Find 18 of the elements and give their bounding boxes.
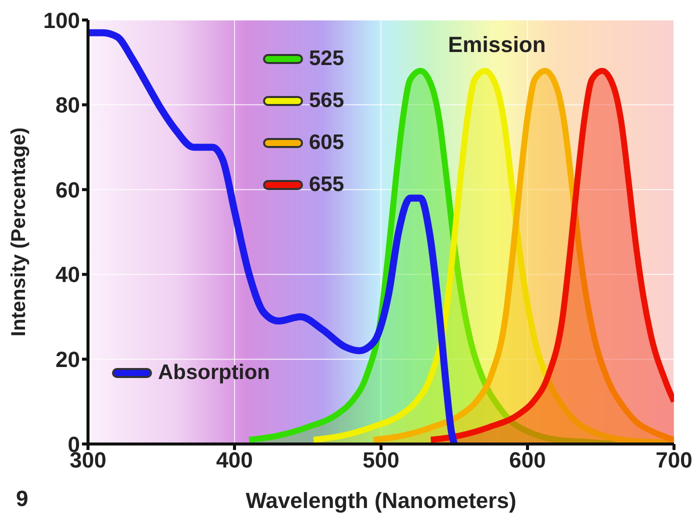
x-tick-label: 500 bbox=[362, 448, 400, 473]
x-axis-title: Wavelength (Nanometers) bbox=[246, 488, 516, 513]
x-tick-label: 600 bbox=[509, 448, 546, 473]
legend-label: Absorption bbox=[158, 361, 270, 385]
y-tick-label: 40 bbox=[56, 262, 80, 288]
y-axis-title: Intensity (Percentage) bbox=[8, 128, 30, 336]
y-tick-label: 60 bbox=[56, 177, 80, 202]
y-tick-label: 80 bbox=[56, 92, 80, 118]
legend-label: 565 bbox=[309, 89, 344, 113]
legend-label: 525 bbox=[309, 47, 344, 71]
y-tick-label: 100 bbox=[43, 8, 80, 33]
annotation: Emission bbox=[448, 32, 546, 58]
text: 9 bbox=[16, 486, 28, 512]
x-tick-label: 700 bbox=[656, 448, 692, 473]
legend-label: 655 bbox=[309, 173, 344, 197]
legend-label: 605 bbox=[309, 131, 344, 155]
x-tick-label: 400 bbox=[216, 448, 253, 473]
y-tick-label: 20 bbox=[56, 347, 80, 372]
